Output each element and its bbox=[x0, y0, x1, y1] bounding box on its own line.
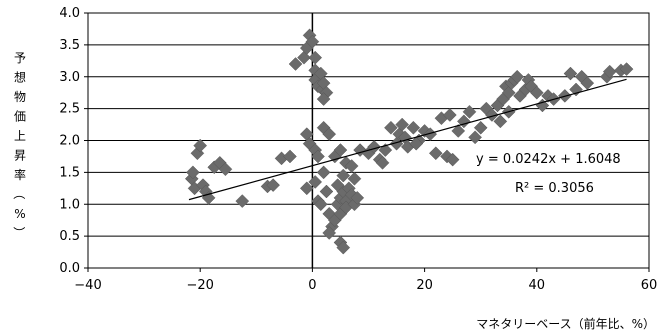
y-tick-label: 1.5 bbox=[59, 165, 80, 180]
data-point bbox=[336, 240, 351, 255]
data-point bbox=[308, 50, 323, 65]
data-point bbox=[218, 162, 233, 177]
y-axis-title-char: 予 bbox=[14, 51, 26, 65]
trendline bbox=[188, 78, 627, 201]
data-point bbox=[322, 226, 337, 240]
data-point bbox=[235, 194, 250, 208]
data-point bbox=[442, 108, 457, 122]
y-tick-label: 3.0 bbox=[59, 70, 80, 85]
y-tick-label: 1.0 bbox=[59, 197, 80, 212]
y-tick-label: 4.0 bbox=[59, 6, 80, 21]
data-point bbox=[330, 178, 345, 192]
y-axis-tick-labels: 0.0 0.5 1.0 1.5 2.0 2.5 3.0 3.5 4.0 bbox=[59, 6, 88, 276]
y-axis-title-char: 想 bbox=[14, 70, 26, 85]
data-point bbox=[299, 181, 314, 196]
data-point bbox=[193, 138, 208, 153]
data-point bbox=[350, 191, 365, 205]
x-tick-label: 40 bbox=[529, 278, 546, 293]
y-axis-title-char: 上 bbox=[14, 129, 26, 143]
x-axis-tick-labels: −40 −20 0 20 40 60 bbox=[74, 268, 657, 293]
data-point bbox=[283, 149, 297, 164]
data-point bbox=[384, 120, 398, 135]
data-point bbox=[468, 130, 482, 145]
x-tick-label: 20 bbox=[416, 278, 433, 293]
data-point bbox=[395, 117, 410, 132]
x-tick-label: −20 bbox=[186, 278, 213, 293]
data-point bbox=[485, 108, 499, 122]
data-point bbox=[510, 69, 525, 84]
data-point bbox=[563, 66, 578, 81]
y-tick-label: 0.0 bbox=[59, 261, 80, 276]
y-axis-title-char: 昇 bbox=[14, 149, 26, 163]
y-tick-label: 0.5 bbox=[59, 229, 80, 244]
data-point bbox=[462, 104, 477, 119]
data-point bbox=[322, 127, 337, 141]
y-tick-label: 3.5 bbox=[59, 38, 80, 53]
y-axis-title-char: （ bbox=[12, 187, 26, 199]
data-point bbox=[406, 120, 421, 135]
data-point bbox=[333, 143, 348, 157]
data-point bbox=[266, 178, 280, 192]
data-point bbox=[311, 149, 325, 164]
data-point bbox=[619, 62, 634, 76]
y-axis-title-char: 率 bbox=[14, 167, 26, 182]
data-point bbox=[308, 175, 323, 189]
data-point bbox=[313, 197, 328, 212]
data-point bbox=[445, 152, 460, 167]
x-tick-label: −40 bbox=[74, 278, 101, 293]
horizontal-gridlines bbox=[88, 12, 649, 269]
data-point bbox=[186, 165, 200, 180]
trend-equation-label: y = 0.0242x + 1.6048 bbox=[476, 152, 621, 167]
r-squared-label: R² = 0.3056 bbox=[515, 181, 594, 196]
data-point bbox=[316, 165, 331, 180]
data-point bbox=[428, 146, 443, 161]
data-point bbox=[473, 120, 488, 135]
data-point bbox=[336, 168, 351, 183]
y-axis-title-char: 物 bbox=[14, 90, 26, 104]
y-tick-label: 2.0 bbox=[59, 134, 80, 149]
y-axis-title-char: ） bbox=[12, 226, 26, 238]
data-point bbox=[305, 34, 320, 49]
data-point bbox=[602, 64, 617, 79]
y-axis-title-char: % bbox=[14, 207, 25, 221]
y-tick-label: 2.5 bbox=[59, 102, 80, 117]
data-point bbox=[451, 124, 466, 138]
data-point bbox=[316, 92, 331, 106]
data-point bbox=[288, 57, 303, 71]
data-point bbox=[409, 136, 424, 151]
x-tick-label: 0 bbox=[308, 278, 316, 293]
x-tick-label: 60 bbox=[641, 278, 658, 293]
y-axis-title-char: 価 bbox=[14, 110, 26, 124]
data-point bbox=[347, 171, 362, 186]
data-point bbox=[529, 85, 544, 100]
data-points bbox=[184, 28, 634, 255]
data-point bbox=[344, 159, 359, 173]
data-point bbox=[319, 184, 334, 199]
x-axis-title: マネタリーベース（前年比、%） bbox=[476, 316, 655, 331]
data-point bbox=[493, 114, 508, 129]
data-point bbox=[375, 155, 390, 170]
